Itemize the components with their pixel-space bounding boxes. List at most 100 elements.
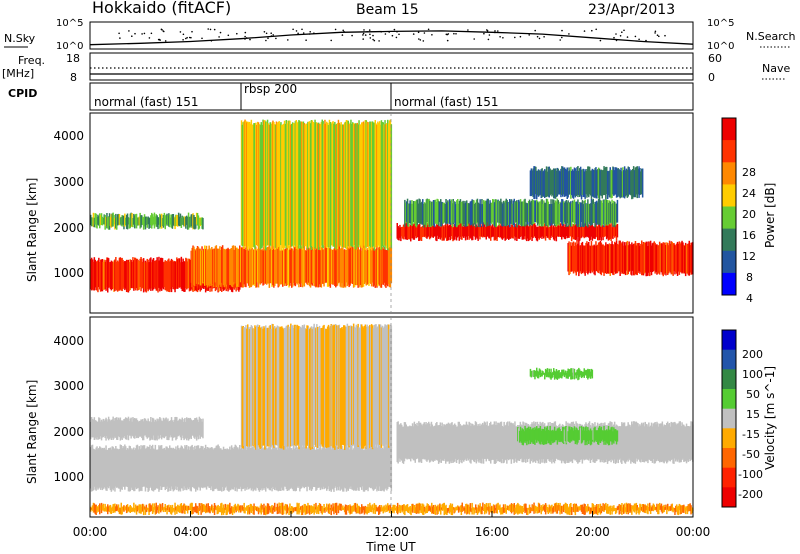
echo-cell [315,449,317,491]
echo-cell [639,503,641,513]
echo-cell [544,224,547,241]
echo-cell [347,445,349,491]
echo-cell [144,418,147,436]
echo-cell [133,418,135,439]
echo-cell [156,418,158,441]
echo-cell [637,168,639,195]
echo-cell [613,424,615,464]
echo-cell [564,224,567,240]
echo-cell [584,222,586,238]
echo-cell [309,506,312,512]
echo-cell [316,245,318,287]
echo-cell [319,504,322,512]
cpid-segment-1: normal (fast) 151 [94,95,198,109]
echo-cell [637,507,639,514]
echo-cell [106,257,108,288]
echo-cell [356,122,358,250]
echo-cell [640,422,643,460]
echo-cell [554,371,557,378]
echo-cell [291,123,293,247]
echo-cell [611,170,613,199]
echo-cell [491,424,494,460]
echo-cell [380,249,383,288]
echo-cell [125,450,128,487]
echo-cell [100,419,103,441]
echo-cell [571,422,574,464]
echo-cell [575,372,577,379]
echo-cell [168,213,170,227]
echo-cell [545,427,548,445]
echo-cell [97,449,99,490]
echo-cell [562,426,564,443]
echo-cell [466,503,468,515]
echo-cell [159,446,161,490]
echo-cell [317,248,319,288]
echo-cell [155,421,157,440]
nsearch-point [373,39,376,42]
echo-cell [599,170,602,196]
echo-cell [182,505,184,511]
echo-cell [196,213,199,226]
echo-cell [681,505,683,513]
echo-cell [332,445,334,490]
echo-cell [432,225,434,238]
nsearch-point [423,32,426,34]
echo-cell [257,245,260,288]
echo-cell [348,505,350,513]
echo-cell [217,248,219,288]
echo-cell [317,449,319,488]
echo-cell [174,261,176,293]
echo-cell [573,503,576,513]
time-axis: 00:00 04:00 08:00 12:00 16:00 20:00 00:00 [73,511,710,539]
echo-cell [641,507,643,511]
echo-cell [517,502,519,515]
echo-cell [195,418,197,437]
echo-cell [515,223,517,238]
echo-cell [588,431,591,441]
echo-cell [527,508,529,516]
echo-cell [195,503,197,513]
echo-cell [201,246,203,286]
echo-cell [314,449,316,488]
echo-cell [552,371,554,378]
echo-cell [124,213,126,227]
echo-cell [503,507,506,513]
echo-cell [553,202,556,226]
echo-cell [342,505,344,511]
echo-cell [326,121,328,248]
echo-cell [393,504,395,514]
echo-cell [244,449,246,491]
echo-cell [473,507,475,515]
echo-cell [621,171,623,198]
echo-cell [614,508,616,511]
echo-cell [658,502,661,510]
echo-cell [329,508,332,510]
echo-cell [588,506,591,515]
echo-cell [496,225,498,241]
nsearch-point [244,35,246,38]
echo-cell [516,425,519,461]
echo-cell [163,212,166,226]
echo-cell [668,423,671,461]
echo-cell [564,168,567,197]
echo-cell [461,226,463,240]
echo-cell [329,447,332,490]
echo-cell [550,430,552,445]
echo-cell [249,123,252,249]
time-tick-label: 12:00 [374,525,409,539]
echo-cell [578,170,580,195]
echo-cell [608,430,611,446]
echo-cell [343,325,345,446]
echo-cell [604,245,606,274]
echo-cell [131,421,133,436]
echo-cell [264,248,266,283]
echo-cell [551,204,553,226]
echo-cell [247,324,249,447]
echo-cell [570,201,572,227]
echo-cell [269,248,271,283]
echo-cell [128,421,131,436]
echo-cell [108,213,111,230]
echo-cell [550,368,552,380]
echo-cell [622,422,625,461]
echo-cell [355,507,358,514]
